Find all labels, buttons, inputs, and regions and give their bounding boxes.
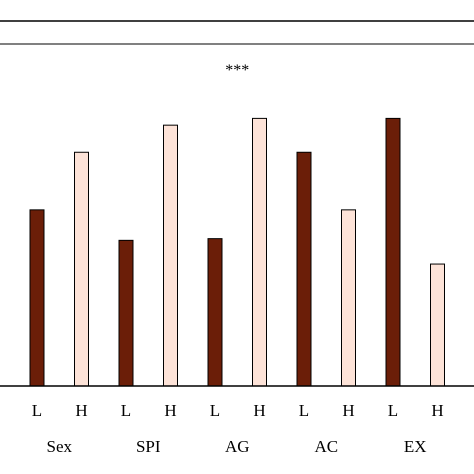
bar-tick-label: L: [121, 401, 131, 420]
bar-ac-h: [341, 209, 356, 387]
bar-ex-h: [430, 263, 445, 387]
bar-sex-l: [29, 209, 45, 387]
bar-tick-label: H: [253, 401, 265, 420]
significance-annotation: ***: [225, 62, 249, 79]
group-label-spi: SPI: [136, 437, 161, 456]
group-label-sex: Sex: [47, 437, 73, 456]
bar-tick-label: H: [342, 401, 354, 420]
group-label-ag: AG: [225, 437, 250, 456]
bar-spi-h: [163, 124, 178, 387]
bar-tick-label: H: [431, 401, 443, 420]
group-label-ex: EX: [404, 437, 427, 456]
annotations: ***: [225, 62, 249, 79]
bar-sex-h: [74, 151, 89, 387]
bar-ac-l: [296, 151, 312, 387]
bar-ex-l: [385, 117, 401, 387]
bar-ag-l: [207, 238, 223, 387]
bar-tick-label: L: [299, 401, 309, 420]
group-label-ac: AC: [314, 437, 338, 456]
bar-tick-label: L: [388, 401, 398, 420]
bar-spi-l: [118, 239, 134, 387]
bar-tick-label: H: [75, 401, 87, 420]
bar-tick-label: L: [32, 401, 42, 420]
group-labels: Sex SPI AG AC EX: [47, 437, 427, 456]
bar-tick-label: H: [164, 401, 176, 420]
bar-ag-h: [252, 117, 267, 387]
bars-layer: [29, 117, 445, 387]
bar-tick-label: L: [210, 401, 220, 420]
